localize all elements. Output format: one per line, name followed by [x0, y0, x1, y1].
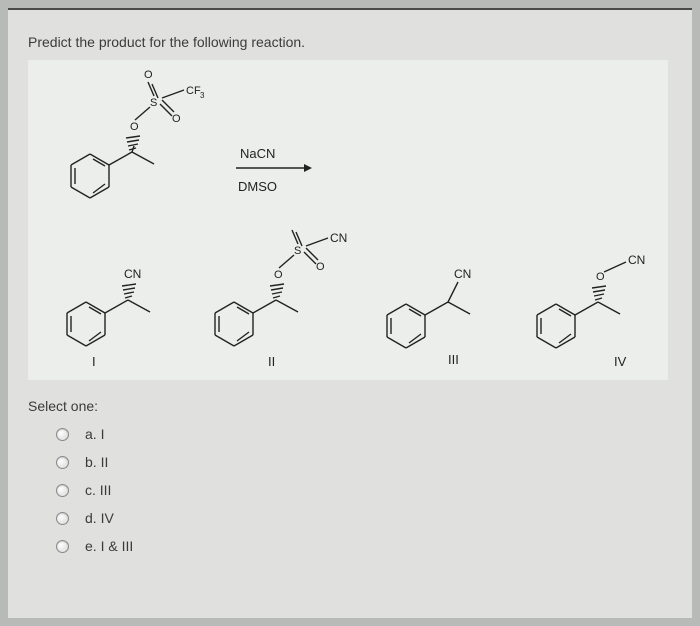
- cf3-label: CF: [186, 85, 201, 97]
- svg-text:II: II: [268, 354, 275, 369]
- svg-text:CN: CN: [628, 253, 645, 267]
- reaction-arrow-block: NaCN DMSO: [234, 146, 312, 194]
- option-d[interactable]: d. IV: [56, 504, 672, 532]
- svg-text:CN: CN: [454, 267, 471, 281]
- svg-text:3: 3: [200, 91, 205, 100]
- quiz-screen: Predict the product for the following re…: [8, 8, 692, 618]
- svg-text:O: O: [130, 121, 139, 133]
- option-label: c. III: [85, 482, 111, 498]
- product-4: O CN IV: [518, 246, 668, 374]
- svg-text:III: III: [448, 352, 459, 367]
- svg-text:O: O: [596, 271, 605, 283]
- svg-text:O: O: [172, 113, 181, 125]
- reaction-arrow: [234, 162, 312, 174]
- svg-text:O: O: [288, 228, 297, 229]
- svg-text:O: O: [316, 261, 325, 273]
- svg-text:IV: IV: [614, 354, 627, 369]
- radio-icon[interactable]: [56, 428, 69, 441]
- svg-text:CN: CN: [330, 231, 347, 245]
- question-text: Predict the product for the following re…: [28, 34, 672, 50]
- option-label: a. I: [85, 426, 104, 442]
- svg-text:O: O: [144, 69, 153, 81]
- product-3: CN III: [368, 254, 518, 374]
- product-2: O S O O CN II: [196, 228, 366, 373]
- starting-material: O S O O CF 3: [48, 66, 228, 226]
- svg-text:S: S: [150, 97, 157, 109]
- radio-icon[interactable]: [56, 540, 69, 553]
- options-group: a. I b. II c. III d. IV e. I & III: [28, 420, 672, 560]
- svg-text:CN: CN: [124, 267, 141, 281]
- option-label: e. I & III: [85, 538, 133, 554]
- option-c[interactable]: c. III: [56, 476, 672, 504]
- option-a[interactable]: a. I: [56, 420, 672, 448]
- reagent-bottom: DMSO: [238, 179, 312, 194]
- product-1: CN I: [48, 242, 198, 372]
- radio-icon[interactable]: [56, 512, 69, 525]
- option-label: d. IV: [85, 510, 114, 526]
- svg-text:O: O: [274, 269, 283, 281]
- radio-icon[interactable]: [56, 456, 69, 469]
- radio-icon[interactable]: [56, 484, 69, 497]
- option-e[interactable]: e. I & III: [56, 532, 672, 560]
- select-one-label: Select one:: [28, 398, 672, 414]
- option-b[interactable]: b. II: [56, 448, 672, 476]
- reaction-figure: O S O O CF 3 NaCN DMS: [28, 60, 668, 380]
- svg-text:S: S: [294, 245, 301, 257]
- option-label: b. II: [85, 454, 108, 470]
- svg-text:I: I: [92, 354, 96, 369]
- reagent-top: NaCN: [240, 146, 312, 161]
